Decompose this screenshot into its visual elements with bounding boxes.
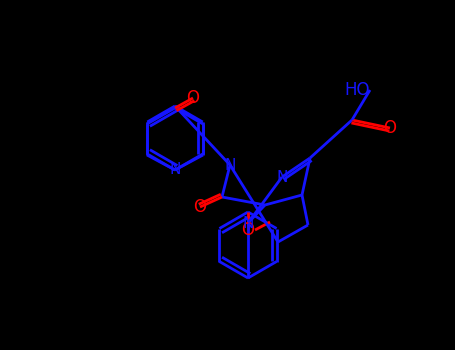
Text: N: N bbox=[169, 162, 181, 177]
Text: N: N bbox=[276, 169, 288, 184]
Text: N: N bbox=[224, 158, 236, 173]
Text: N: N bbox=[243, 216, 254, 231]
Text: O: O bbox=[242, 221, 254, 239]
Text: O: O bbox=[193, 198, 207, 216]
Text: O: O bbox=[384, 119, 396, 137]
Text: HO: HO bbox=[344, 81, 370, 99]
Text: O: O bbox=[187, 89, 199, 107]
